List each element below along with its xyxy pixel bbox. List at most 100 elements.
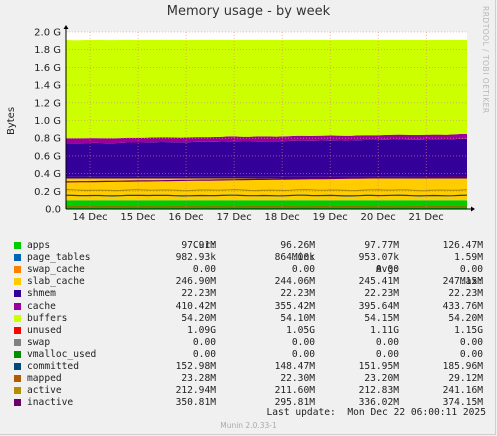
legend-max: 126.47M — [442, 240, 483, 252]
legend-name: committed — [27, 361, 79, 373]
legend-max: 29.12M — [448, 373, 483, 385]
legend-name: active — [27, 385, 62, 397]
legend-min: 54.10M — [280, 312, 315, 324]
area-apps — [66, 200, 467, 209]
legend-max: 185.96M — [442, 361, 483, 373]
y-tick-label: 2.0 G — [34, 28, 61, 39]
legend-min: 1.05G — [286, 324, 315, 336]
legend-rows: apps 97.91M 96.26M 97.77M 126.47M page_tables… — [12, 240, 488, 409]
legend-swatch — [14, 338, 21, 346]
legend-swatch — [14, 290, 21, 298]
legend-avg: 1.11G — [370, 324, 399, 336]
legend-max: 374.15M — [442, 397, 483, 409]
legend-min: 211.60M — [274, 385, 315, 397]
legend-name: swap_cache — [27, 264, 85, 276]
legend-min: 96.26M — [280, 240, 315, 252]
legend-row-slab_cache: slab_cache 246.90M 244.06M 245.41M 247.15M — [12, 276, 488, 288]
y-tick-label: 1.8 G — [34, 45, 61, 56]
legend-name: inactive — [27, 397, 74, 409]
legend-row-cache: cache 410.42M 355.42M 395.64M 433.76M — [12, 301, 488, 313]
legend-avg: 0.00 — [375, 336, 399, 348]
x-axis-arrow — [471, 206, 475, 212]
y-tick-label: 0.8 G — [34, 134, 61, 145]
area-buffers — [66, 133, 467, 144]
y-tick-label: 0.0 — [45, 205, 61, 216]
y-axis-arrow — [63, 25, 69, 29]
legend-avg: 23.20M — [364, 373, 399, 385]
legend-cur: 0.00 — [192, 264, 216, 276]
legend-cur: 350.81M — [175, 397, 216, 409]
legend-min: 295.81M — [274, 397, 315, 409]
legend-swatch — [14, 266, 21, 274]
legend-row-mapped: mapped 23.28M 22.30M 23.20M 29.12M — [12, 373, 488, 385]
legend-swatch — [14, 326, 21, 334]
legend-min: 22.23M — [280, 288, 315, 300]
y-tick-label: 1.0 G — [34, 116, 61, 127]
legend-max: 0.00 — [459, 264, 483, 276]
legend-cur: 410.42M — [175, 300, 216, 312]
legend-swatch — [14, 314, 21, 322]
chart-title: Memory usage - by week — [166, 4, 331, 19]
legend-row-committed: committed 152.98M 148.47M 151.95M 185.96M — [12, 361, 488, 373]
y-tick-label: 1.4 G — [34, 81, 61, 92]
y-tick-label: 1.2 G — [34, 98, 61, 109]
x-tick-label: 15 Dec — [120, 212, 155, 223]
legend-row-inactive: inactive 350.81M 295.81M 336.02M 374.15M — [12, 397, 488, 409]
legend-min: 148.47M — [274, 361, 315, 373]
legend-swatch — [14, 363, 21, 371]
legend-row-buffers: buffers 54.20M 54.10M 54.15M 54.20M — [12, 313, 488, 325]
last-update: Last update: Mon Dec 22 06:00:11 2025 — [266, 407, 487, 418]
col-cur-header: Cur: — [192, 240, 216, 252]
legend-swatch — [14, 399, 21, 407]
legend-cur: 54.20M — [181, 312, 216, 324]
legend-cur: 152.98M — [175, 361, 216, 373]
legend-avg: 0.00 — [375, 348, 399, 360]
legend-name: shmem — [27, 288, 56, 300]
legend-cur: 212.94M — [175, 385, 216, 397]
x-tick-label: 20 Dec — [361, 212, 396, 223]
y-tick-label: 1.6 G — [34, 63, 61, 74]
x-tick-label: 14 Dec — [72, 212, 107, 223]
legend-header: Cur: Min: Avg: Max: — [12, 228, 488, 287]
footer-version: Munin 2.0.33-1 — [220, 421, 277, 430]
y-tick-label: 0.4 G — [34, 169, 61, 180]
legend-min: 0.00 — [291, 264, 315, 276]
legend-max: 22.23M — [448, 288, 483, 300]
legend-name: page_tables — [27, 252, 91, 264]
legend-min: 244.06M — [274, 276, 315, 288]
line-layer — [65, 176, 468, 208]
legend-avg: 151.95M — [358, 361, 399, 373]
legend-name: cache — [27, 300, 56, 312]
legend-cur: 22.23M — [181, 288, 216, 300]
legend-cur: 0.00 — [192, 348, 216, 360]
legend-name: slab_cache — [27, 276, 85, 288]
col-min-header: Min: — [291, 252, 315, 264]
legend-min: 0.00 — [291, 336, 315, 348]
x-tick-label: 16 Dec — [168, 212, 203, 223]
legend-min: 864.00k — [274, 252, 315, 264]
legend-cur: 1.09G — [187, 324, 216, 336]
legend-row-vmalloc_used: vmalloc_used 0.00 0.00 0.00 0.00 — [12, 349, 488, 361]
legend-max: 0.00 — [459, 336, 483, 348]
legend-avg: 245.41M — [358, 276, 399, 288]
legend-min: 0.00 — [291, 348, 315, 360]
legend-swatch — [14, 254, 21, 262]
y-tick-label: 0.2 G — [34, 187, 61, 198]
line-committed — [65, 194, 468, 197]
x-tick-label: 18 Dec — [264, 212, 299, 223]
grid-layer — [66, 31, 467, 210]
line-inactive — [65, 176, 468, 183]
y-axis-label: Bytes — [6, 107, 17, 135]
legend-cur: 246.90M — [175, 276, 216, 288]
legend-avg: 212.83M — [358, 385, 399, 397]
legend-row-unused: unused 1.09G 1.05G 1.11G 1.15G — [12, 325, 488, 337]
x-tick-label: 21 Dec — [409, 212, 444, 223]
legend-max: 241.16M — [442, 385, 483, 397]
legend-swatch — [14, 375, 21, 383]
side-credit: RRDTOOL / TOBI OETIKER — [481, 6, 490, 114]
chart-svg: 0.0 0.2 G 0.4 G 0.6 G 0.8 G 1.0 G 1.2 G 1.4 G 1.… — [6, 25, 475, 223]
legend-name: swap — [27, 336, 51, 348]
col-max-header: Max: — [459, 276, 483, 288]
line-active — [65, 188, 468, 192]
